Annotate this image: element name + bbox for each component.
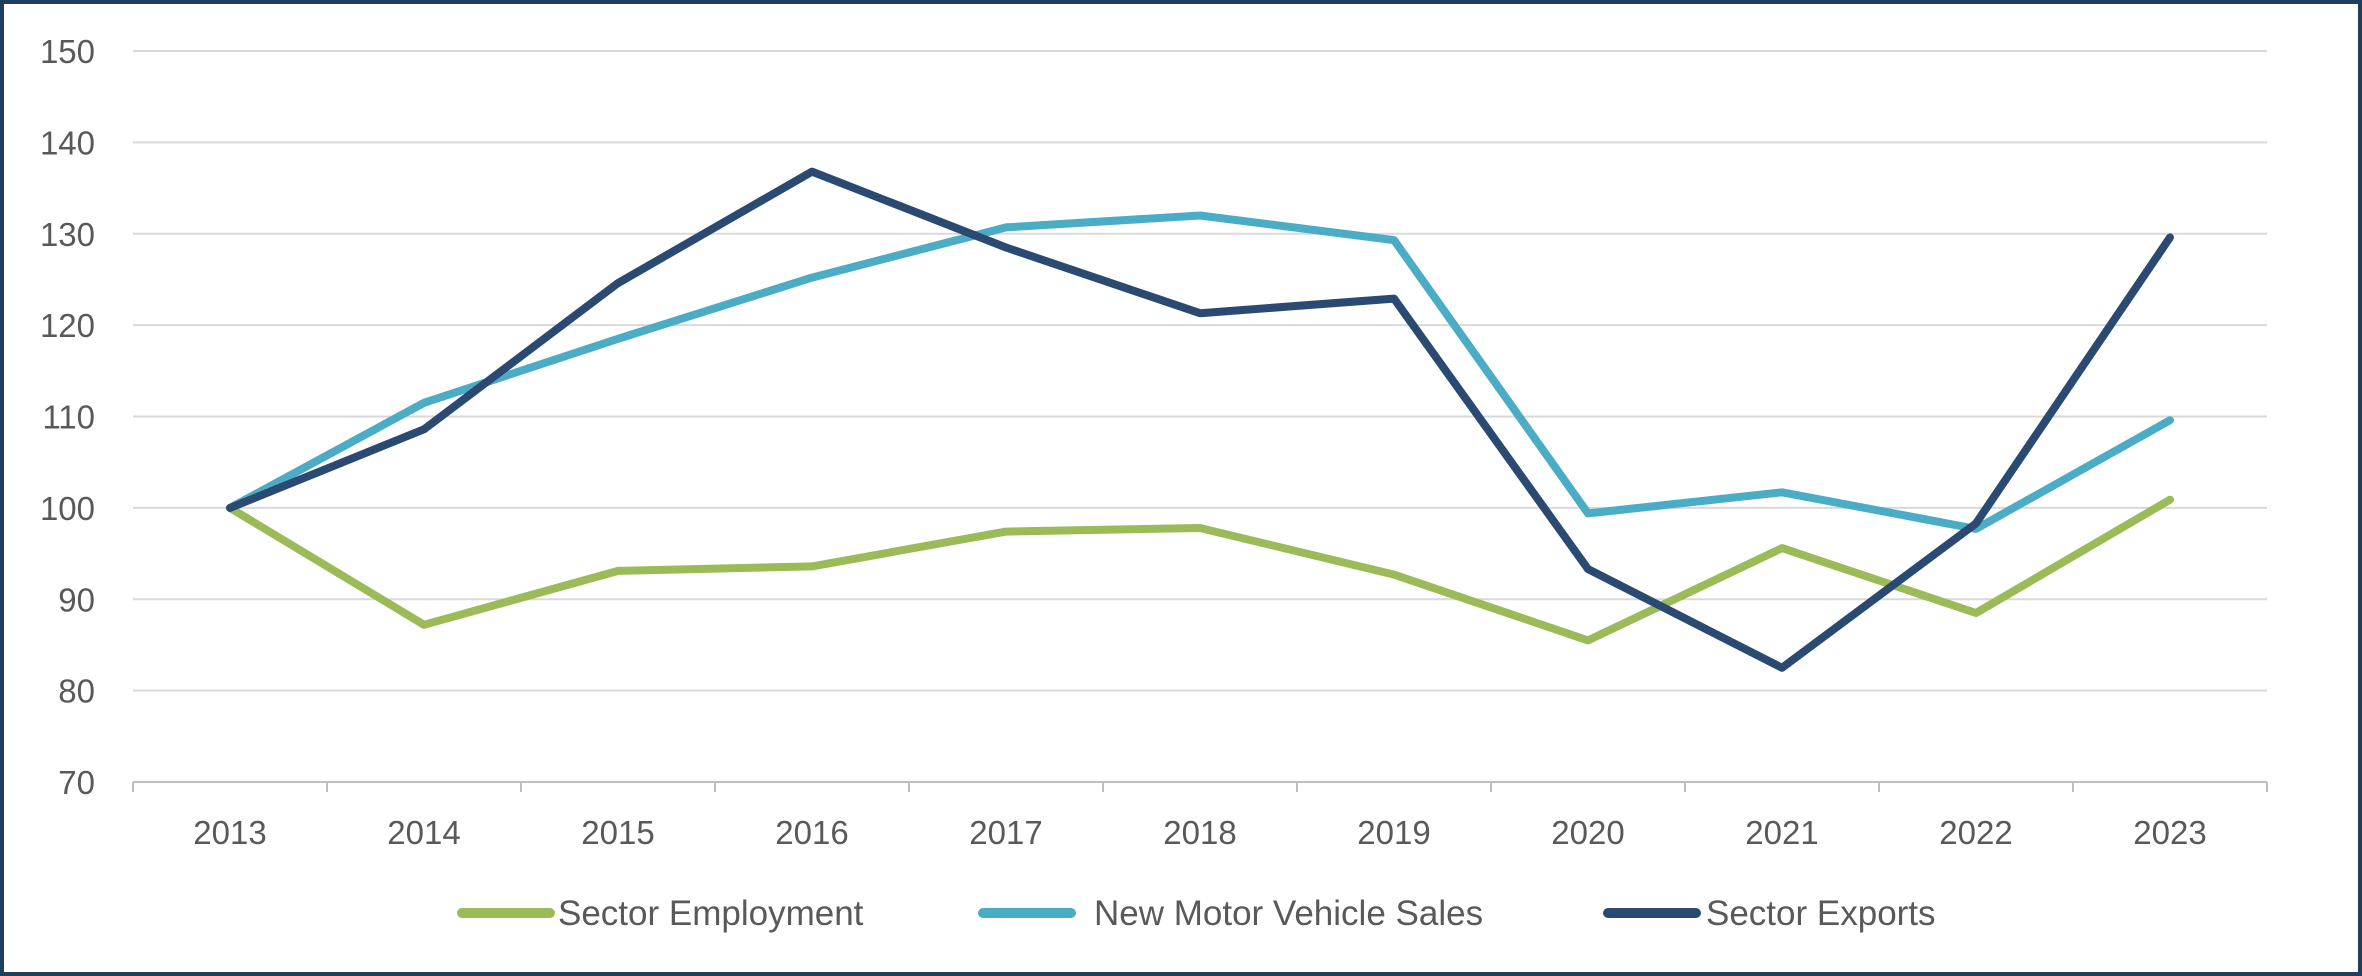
y-tick-label: 90	[58, 581, 95, 618]
y-tick-label: 70	[58, 764, 95, 801]
gridlines	[133, 50, 2267, 692]
y-axis: 70 80 90 100 110 120 130 140 150	[40, 33, 95, 801]
y-tick-label: 150	[40, 33, 95, 70]
series-lines	[226, 167, 2174, 672]
series-line-sector-employment	[226, 495, 2174, 645]
x-tick-label: 2021	[1745, 814, 1818, 851]
y-tick-label: 80	[58, 673, 95, 710]
y-tick-label: 100	[40, 490, 95, 527]
legend: Sector Employment New Motor Vehicle Sales…	[457, 894, 1936, 933]
legend-label-new-motor-vehicle-sales: New Motor Vehicle Sales	[1094, 894, 1483, 933]
legend-label-sector-exports: Sector Exports	[1706, 894, 1936, 933]
y-tick-label: 120	[40, 307, 95, 344]
x-tick-label: 2018	[1163, 814, 1236, 851]
x-tick-label: 2020	[1551, 814, 1624, 851]
x-tick-label: 2017	[969, 814, 1042, 851]
x-tick-label: 2015	[581, 814, 654, 851]
x-axis: 2013 2014 2015 2016 2017 2018 2019 2020 2021 2022…	[132, 781, 2268, 851]
legend-label-sector-employment: Sector Employment	[558, 894, 864, 933]
y-tick-label: 130	[40, 216, 95, 253]
series-line-new-motor-vehicle-sales	[226, 211, 2174, 533]
series-line-sector-exports	[226, 167, 2174, 672]
y-tick-label: 140	[40, 124, 95, 161]
x-tick-label: 2019	[1357, 814, 1430, 851]
x-tick-label: 2013	[193, 814, 266, 851]
x-tick-label: 2014	[387, 814, 460, 851]
y-tick-label: 110	[42, 399, 95, 436]
x-tick-label: 2022	[1939, 814, 2012, 851]
x-tick-label: 2016	[775, 814, 848, 851]
x-tick-label: 2023	[2133, 814, 2206, 851]
